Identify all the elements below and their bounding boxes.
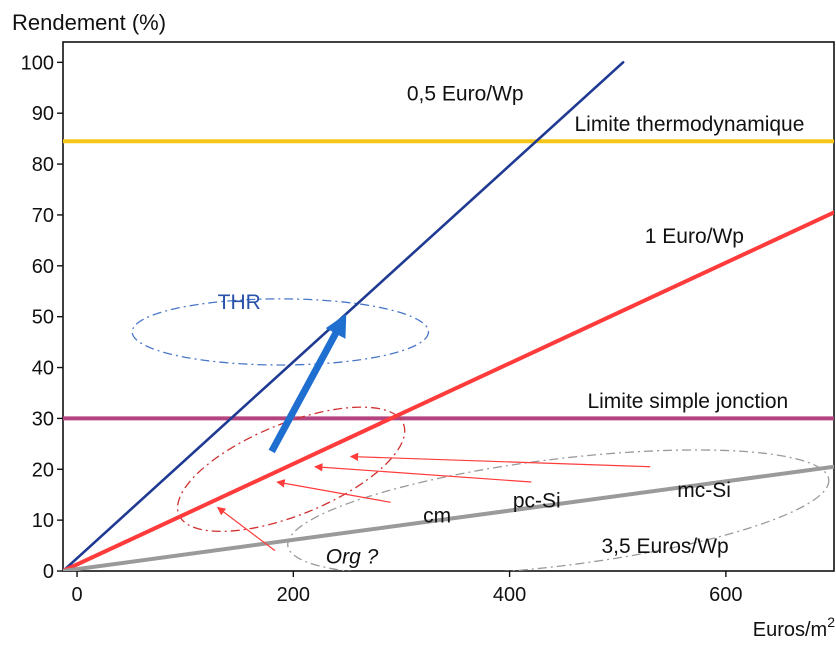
label-0-5-euro: 0,5 Euro/Wp xyxy=(407,82,524,105)
label-cm: cm xyxy=(423,505,451,528)
y-tick-label: 80 xyxy=(32,154,54,176)
plot-frame xyxy=(62,41,835,572)
y-tick-label: 50 xyxy=(32,307,54,329)
y-tick-label: 20 xyxy=(32,459,54,481)
x-tick-label: 600 xyxy=(709,584,742,606)
series-line-2 xyxy=(63,464,834,571)
x-axis-title-superscript: 2 xyxy=(827,614,835,630)
x-axis-title: Euros/m2 xyxy=(753,614,835,641)
y-axis-title: Rendement (%) xyxy=(12,10,166,35)
thr-arrow xyxy=(268,313,347,454)
x-axis-title-text: Euros/m xyxy=(753,619,827,641)
label-1-euro: 1 Euro/Wp xyxy=(645,225,744,248)
label-3-5-euros: 3,5 Euros/Wp xyxy=(602,535,729,558)
label-mc-si: mc-Si xyxy=(677,479,731,502)
x-tick-label: 0 xyxy=(71,584,82,606)
x-tick-label: 400 xyxy=(493,584,526,606)
y-tick-label: 60 xyxy=(32,256,54,278)
series-line-1 xyxy=(63,210,834,571)
y-tick-label: 90 xyxy=(32,103,54,125)
label-limite-thermo: Limite thermodynamique xyxy=(574,113,804,136)
gray-ellipse xyxy=(287,449,830,571)
red-arrow-1 xyxy=(349,452,651,468)
red-arrow-2 xyxy=(314,463,532,483)
y-tick-label: 70 xyxy=(32,205,54,227)
label-org: Org ? xyxy=(326,545,379,568)
y-tick-label: 30 xyxy=(32,408,54,430)
red-arrow-3 xyxy=(276,479,391,503)
x-tick-label: 200 xyxy=(277,584,310,606)
label-pc-si: pc-Si xyxy=(513,489,561,512)
y-tick-label: 100 xyxy=(21,52,54,74)
y-tick-label: 10 xyxy=(32,510,54,532)
thr-ellipse xyxy=(131,298,430,366)
label-limite-simple: Limite simple jonction xyxy=(587,390,788,413)
y-tick-label: 40 xyxy=(32,358,54,380)
y-tick-label: 0 xyxy=(43,561,54,583)
red-ellipse xyxy=(176,406,406,533)
red-arrow-4 xyxy=(216,506,276,552)
label-thr: THR xyxy=(218,291,261,314)
